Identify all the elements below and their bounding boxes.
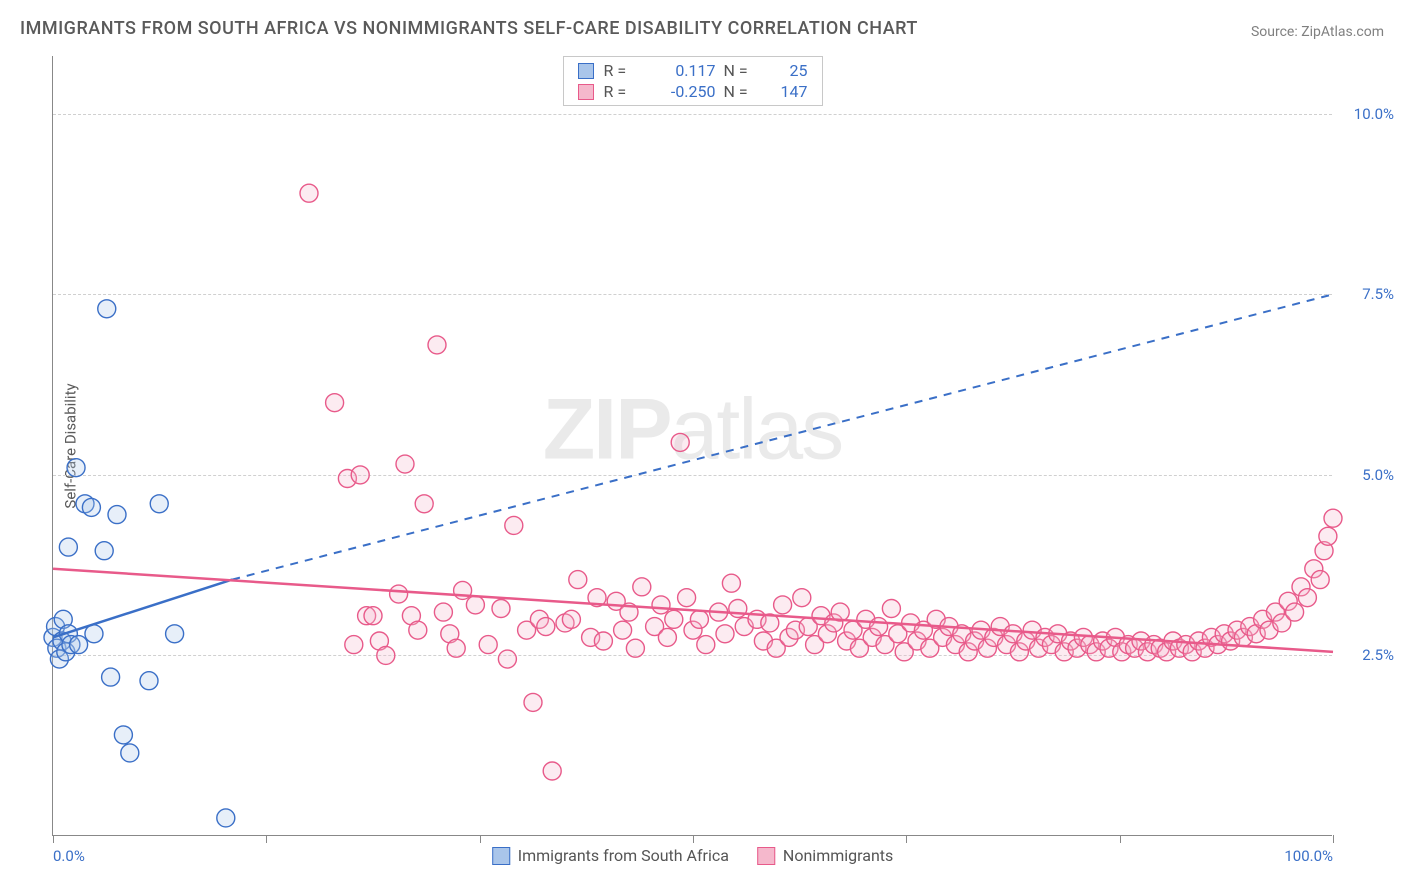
scatter-point [447,639,465,657]
scatter-point [98,300,116,318]
stats-legend-box: R =0.117N =25 R =-0.250N =147 [563,56,823,106]
x-tick [1120,835,1121,843]
y-tick-label: 10.0% [1354,105,1394,123]
scatter-point [59,538,77,556]
scatter-point [652,596,670,614]
scatter-point [140,672,158,690]
scatter-point [524,693,542,711]
scatter-point [300,184,318,202]
scatter-point [121,744,139,762]
x-tick [1333,835,1334,843]
legend-label: Nonimmigrants [783,846,893,865]
scatter-point [882,600,900,618]
scatter-point [396,455,414,473]
stats-r-label: R = [596,82,644,101]
source-attribution: Source: ZipAtlas.com [1251,24,1384,40]
scatter-point [1319,527,1337,545]
stats-n-value: 147 [764,82,808,101]
chart-title: IMMIGRANTS FROM SOUTH AFRICA VS NONIMMIG… [20,18,918,39]
scatter-point [537,618,555,636]
scatter-point [415,495,433,513]
y-tick-label: 2.5% [1362,646,1394,664]
legend-item: Nonimmigrants [757,846,893,865]
legend-item: Immigrants from South Africa [492,846,729,865]
scatter-point [102,668,120,686]
legend-label: Immigrants from South Africa [518,846,729,865]
trend-line [53,580,232,638]
y-tick-label: 7.5% [1362,285,1394,303]
scatter-point [326,394,344,412]
scatter-point [428,336,446,354]
scatter-point [633,578,651,596]
scatter-point [678,589,696,607]
scatter-point [498,650,516,668]
scatter-point [351,466,369,484]
scatter-point [505,516,523,534]
scatter-point [434,603,452,621]
scatter-point [466,596,484,614]
scatter-point [217,809,235,827]
scatter-point [166,625,184,643]
scatter-point [1298,589,1316,607]
scatter-point [345,636,363,654]
stats-n-value: 25 [764,61,808,80]
legend-swatch [578,84,594,100]
stats-n-label: N = [716,82,764,101]
scatter-point [150,495,168,513]
legend-swatch [578,63,594,79]
scatter-point [364,607,382,625]
stats-r-value: 0.117 [644,61,716,80]
scatter-point [774,596,792,614]
x-tick-label: 0.0% [53,847,85,865]
legend-swatch [757,847,775,865]
scatter-point [95,542,113,560]
scatter-point [626,639,644,657]
scatter-point [562,610,580,628]
scatter-point [690,610,708,628]
scatter-point [722,574,740,592]
x-tick [480,835,481,843]
scatter-point [114,726,132,744]
scatter-point [1286,603,1304,621]
stats-r-value: -0.250 [644,82,716,101]
scatter-point [665,610,683,628]
stats-n-label: N = [716,61,764,80]
scatter-point [543,762,561,780]
bottom-legend: Immigrants from South Africa Nonimmigrant… [492,846,894,865]
y-tick-label: 5.0% [1362,466,1394,484]
scatter-point [377,646,395,664]
scatter-point [697,636,715,654]
scatter-point [390,585,408,603]
scatter-point [479,636,497,654]
scatter-point [1311,571,1329,589]
scatter-point [594,632,612,650]
scatter-point [108,506,126,524]
legend-swatch [492,847,510,865]
scatter-point [671,433,689,451]
scatter-point [82,498,100,516]
chart-plot-area: ZIPatlas 2.5%5.0%7.5%10.0% 0.0%100.0% R … [52,56,1332,836]
scatter-svg [53,56,1332,835]
scatter-point [67,459,85,477]
x-tick [693,835,694,843]
scatter-point [716,625,734,643]
x-tick [906,835,907,843]
x-tick [53,835,54,843]
scatter-point [870,618,888,636]
scatter-point [492,600,510,618]
x-tick-label: 100.0% [1284,847,1333,865]
scatter-point [793,589,811,607]
scatter-point [70,636,88,654]
scatter-point [614,621,632,639]
scatter-point [1324,509,1342,527]
scatter-point [409,621,427,639]
trend-line-dashed [232,294,1333,579]
scatter-point [658,628,676,646]
stats-r-label: R = [596,61,644,80]
scatter-point [569,571,587,589]
x-tick [266,835,267,843]
